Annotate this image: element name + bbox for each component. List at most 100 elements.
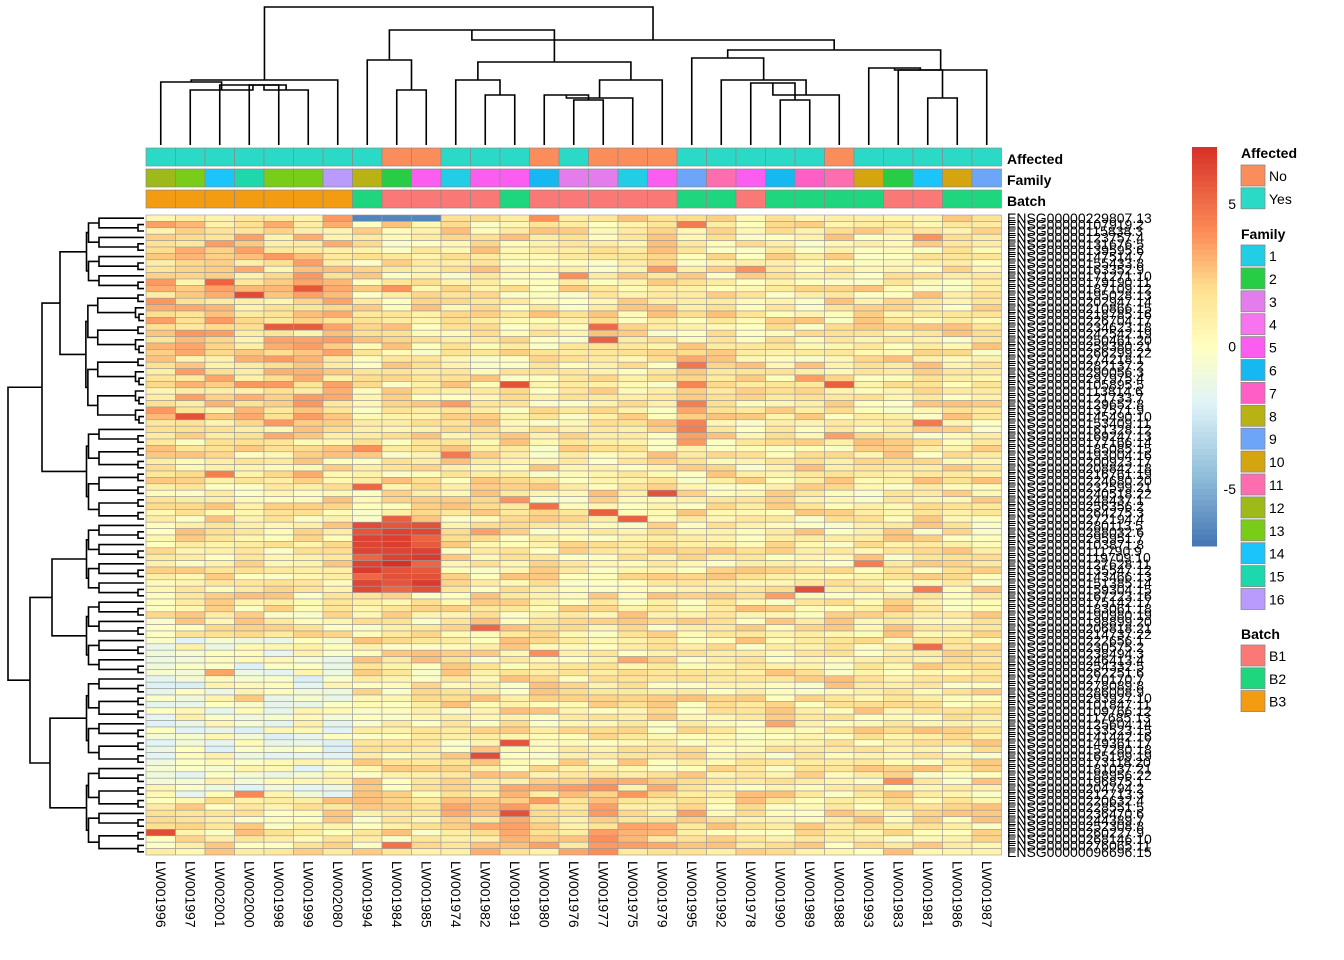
row-dendrogram-link [98,745,138,760]
heatmap-cell [175,470,206,478]
heatmap-cell [883,323,914,331]
column-dendrogram-link [263,85,310,145]
heatmap-cell [853,323,884,331]
heatmap-cell [529,816,560,824]
heatmap-cell [942,624,973,632]
heatmap-cell [470,829,501,837]
heatmap-cell [824,816,855,824]
heatmap-cell [706,611,737,619]
heatmap-cell [617,605,648,613]
row-label: ENSG00000135547.12 [1007,562,1152,578]
heatmap-cell [175,713,206,721]
heatmap-cell [263,553,294,561]
heatmap-cell [883,733,914,741]
heatmap-cell [322,368,353,376]
heatmap-cell [912,406,943,414]
heatmap-cell [735,406,766,414]
heatmap-cell [647,720,678,728]
heatmap-cell [647,637,678,645]
heatmap-cell [293,822,324,830]
heatmap-cell [499,560,530,568]
heatmap-cell [676,278,707,286]
heatmap-cell [470,291,501,299]
heatmap-cell [853,553,884,561]
heatmap-cell [735,502,766,510]
heatmap-cell [204,406,235,414]
heatmap-cell [145,553,176,561]
heatmap-cell [234,214,265,222]
heatmap-cell [971,611,1002,619]
heatmap-cell [794,649,825,657]
heatmap-cell [942,707,973,715]
heatmap-cell [529,342,560,350]
heatmap-cell [824,400,855,408]
heatmap-cell [676,579,707,587]
heatmap-cell [381,630,412,638]
heatmap-cell [263,566,294,574]
heatmap-cell [883,489,914,497]
heatmap-cell [912,662,943,670]
heatmap-cell [293,233,324,241]
heatmap-cell [322,790,353,798]
heatmap-cell [794,304,825,312]
heatmap-cell [824,214,855,222]
heatmap-cell [145,496,176,504]
heatmap-cell [440,822,471,830]
heatmap-cell [440,221,471,229]
heatmap-cell [499,713,530,721]
heatmap-cell [883,560,914,568]
heatmap-cell [470,393,501,401]
heatmap-cell [440,342,471,350]
heatmap-cell [263,240,294,248]
heatmap-cell [765,790,796,798]
heatmap-cell [735,323,766,331]
heatmap-cell [942,259,973,267]
heatmap-cell [647,227,678,235]
heatmap-cell [175,566,206,574]
heatmap-cell [175,694,206,702]
heatmap-cell [352,393,383,401]
heatmap-cell [883,777,914,785]
heatmap-cell [735,349,766,357]
heatmap-cell [381,643,412,651]
heatmap-cell [794,502,825,510]
heatmap-cell [676,451,707,459]
heatmap-cell [853,669,884,677]
heatmap-cell [293,342,324,350]
heatmap-cell [381,221,412,229]
heatmap-cell [234,624,265,632]
heatmap-cell [735,304,766,312]
heatmap-cell [145,323,176,331]
heatmap-cell [617,739,648,747]
heatmap-cell [971,617,1002,625]
heatmap-cell [971,323,1002,331]
color-scale-segment [1192,489,1217,496]
heatmap-cell [883,342,914,350]
heatmap-cell [971,470,1002,478]
heatmap-cell [322,739,353,747]
heatmap-cell [529,694,560,702]
row-dendrogram-link [98,451,138,466]
heatmap-cell [293,496,324,504]
heatmap-cell [411,413,442,421]
heatmap-cell [971,445,1002,453]
heatmap-cell [853,438,884,446]
heatmap-cell [883,438,914,446]
heatmap-cell [853,841,884,849]
annotation-cell-batch [617,189,648,209]
heatmap-cell [942,489,973,497]
heatmap-cell [263,707,294,715]
heatmap-cell [234,419,265,427]
heatmap-cell [706,304,737,312]
legend-swatch-family [1240,565,1266,587]
heatmap-cell [765,470,796,478]
row-label: ENSG00000202947.14 [1007,293,1152,309]
heatmap-cell [971,592,1002,600]
heatmap-cell [942,368,973,376]
heatmap-cell [676,489,707,497]
row-label: ENSG00000224680.20 [1007,473,1152,489]
heatmap-cell [234,560,265,568]
heatmap-cell [676,643,707,651]
heatmap-cell [942,483,973,491]
heatmap-cell [735,701,766,709]
